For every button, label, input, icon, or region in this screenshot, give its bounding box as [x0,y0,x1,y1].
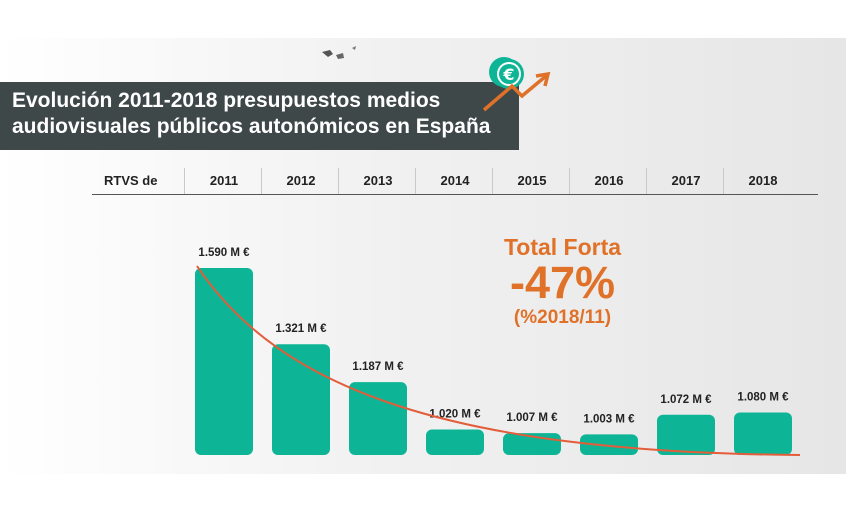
bar-2013 [349,382,407,455]
value-label-2014: 1.020 M € [429,409,481,421]
header-year-2016: 2016 [594,173,624,188]
bar-2016 [580,434,638,455]
title-banner: Evolución 2011-2018 presupuestos medios … [0,82,519,150]
trend-curve [196,265,801,456]
value-label-2011: 1.590 M € [198,247,250,259]
header-year-2011: 2011 [209,173,239,188]
bar-2018 [734,412,792,455]
bar-2011 [195,268,253,455]
header-year-2013: 2013 [363,173,393,188]
chart-title-line-1: Evolución 2011-2018 presupuestos medios [12,89,441,112]
header-separator [492,168,493,194]
header-separator [338,168,339,194]
value-label-2013: 1.187 M € [352,361,404,373]
header-separator [569,168,570,194]
header-separator [646,168,647,194]
value-label-2018: 1.080 M € [737,392,789,404]
header-year-2015: 2015 [517,173,547,188]
chart-title-line-2: audiovisuales públicos autonómicos en Es… [12,115,491,138]
header-year-2018: 2018 [748,173,778,188]
bar-2014 [426,429,484,455]
header-year-2012: 2012 [286,173,316,188]
header-label: RTVS de [104,173,158,188]
callout-value: -47% [509,257,616,308]
header-separator [261,168,262,194]
value-label-2012: 1.321 M € [275,323,327,335]
svg-text:€: € [502,65,514,84]
header-year-2014: 2014 [440,173,470,188]
bar-2017 [657,414,715,455]
header-separator [415,168,416,194]
value-label-2016: 1.003 M € [583,413,635,425]
bar-2012 [272,344,330,455]
header-separator [723,168,724,194]
value-label-2017: 1.072 M € [660,394,712,406]
callout-note: (%2018/11) [513,307,612,328]
euro-coin-trend-icon: € [482,57,551,112]
callout-label: Total Forta [503,234,622,260]
header-separator [184,168,185,194]
value-label-2015: 1.007 M € [506,412,558,424]
header-year-2017: 2017 [671,173,701,188]
header-underline [92,194,818,195]
map-decoration [322,46,356,59]
